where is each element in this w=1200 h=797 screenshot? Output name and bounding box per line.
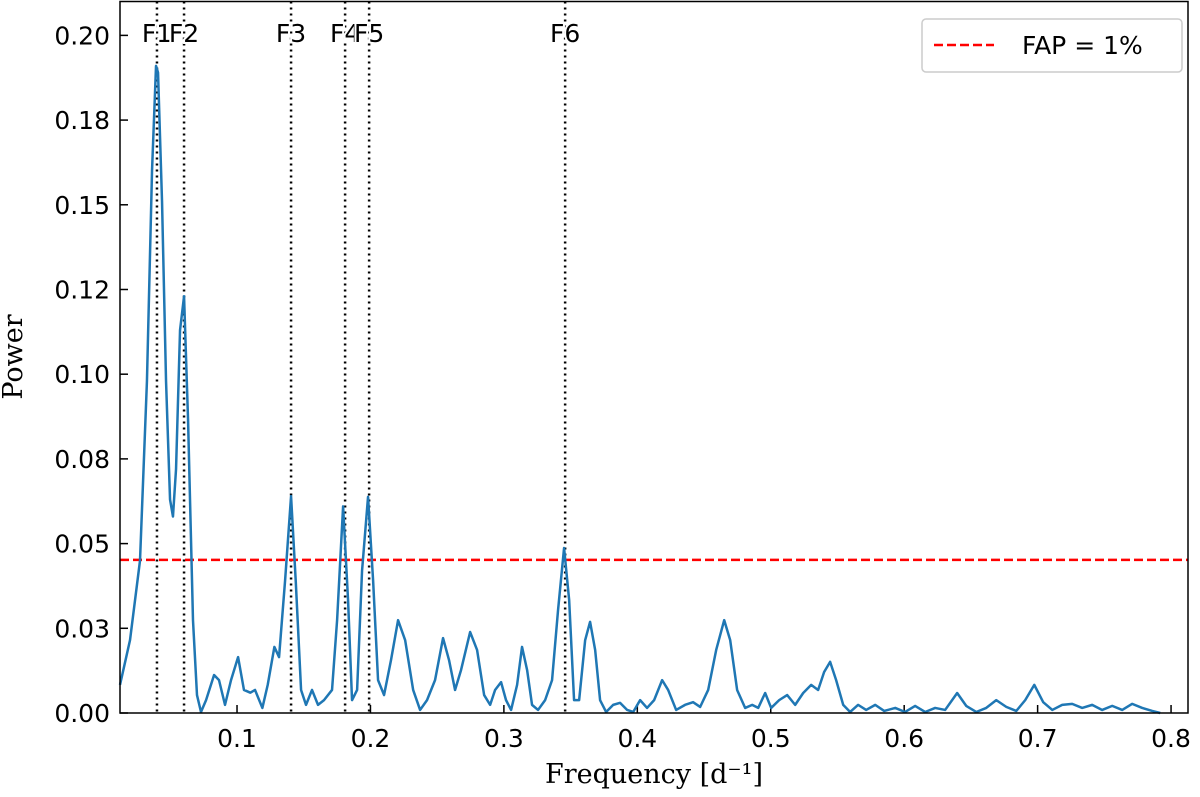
legend-label: FAP = 1% (1022, 31, 1143, 60)
x-tick-label: 0.3 (484, 724, 524, 753)
y-tick-label: 0.08 (54, 445, 110, 474)
y-tick-label: 0.00 (54, 699, 110, 728)
y-tick-label: 0.05 (54, 530, 110, 559)
x-tick-label: 0.5 (751, 724, 791, 753)
y-tick-label: 0.20 (54, 21, 110, 50)
periodogram-line (118, 64, 1161, 715)
frequency-label: F5 (354, 19, 384, 48)
x-tick-label: 0.1 (217, 724, 257, 753)
y-tick-label: 0.03 (54, 614, 110, 643)
frequency-label: F2 (169, 19, 199, 48)
x-axis-label: Frequency [d⁻¹] (545, 759, 763, 790)
frequency-label: F3 (276, 19, 306, 48)
y-tick-label: 0.15 (54, 191, 110, 220)
y-axis-label: Power (0, 314, 29, 399)
x-tick-label: 0.8 (1151, 724, 1191, 753)
x-tick-label: 0.7 (1018, 724, 1058, 753)
frequency-label: F1 (142, 19, 172, 48)
frequency-label: F6 (550, 19, 580, 48)
x-tick-label: 0.6 (884, 724, 924, 753)
plot-frame (119, 0, 1189, 714)
y-tick-label: 0.10 (54, 360, 110, 389)
frequency-label: F4 (330, 19, 360, 48)
x-tick-label: 0.4 (617, 724, 657, 753)
legend-box (921, 18, 1183, 73)
y-tick-label: 0.18 (54, 106, 110, 135)
x-tick-label: 0.2 (351, 724, 391, 753)
y-tick-label: 0.12 (54, 275, 110, 304)
